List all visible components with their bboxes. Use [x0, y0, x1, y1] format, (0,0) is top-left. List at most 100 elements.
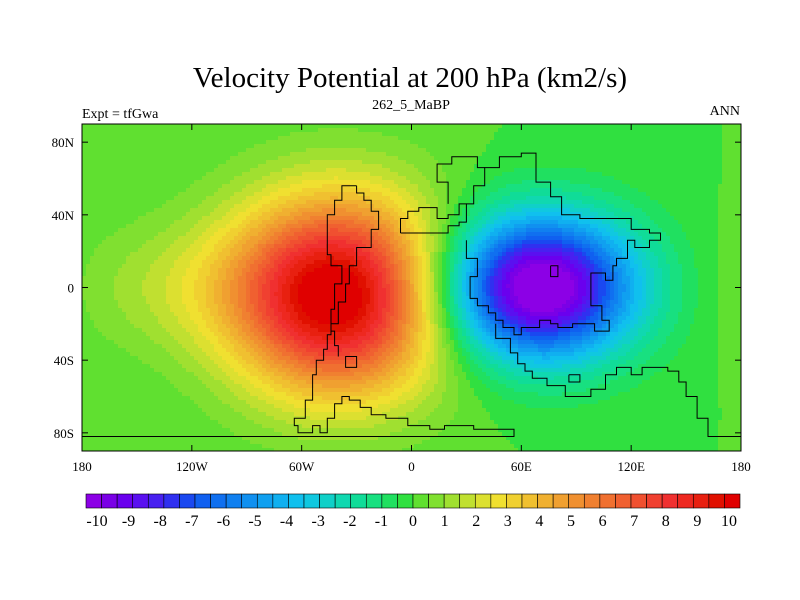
field-cell — [666, 196, 671, 201]
field-cell — [234, 236, 239, 241]
field-cell — [174, 156, 179, 161]
field-cell — [162, 172, 167, 177]
field-cell — [622, 164, 627, 169]
field-cell — [218, 136, 223, 141]
field-cell — [230, 240, 235, 245]
field-cell — [658, 228, 663, 233]
field-cell — [290, 192, 295, 197]
field-cell — [566, 136, 571, 141]
field-cell — [86, 152, 91, 157]
field-cell — [678, 228, 683, 233]
field-cell — [362, 140, 367, 145]
field-cell — [158, 212, 163, 217]
field-cell — [318, 136, 323, 141]
field-cell — [738, 208, 741, 213]
field-cell — [534, 228, 539, 233]
field-cell — [462, 228, 467, 233]
field-cell — [246, 212, 251, 217]
field-cell — [630, 164, 635, 169]
field-cell — [610, 204, 615, 209]
field-cell — [622, 212, 627, 217]
field-cell — [122, 212, 127, 217]
field-cell — [354, 128, 359, 133]
field-cell — [306, 168, 311, 173]
field-cell — [318, 128, 323, 133]
field-cell — [698, 228, 703, 233]
field-cell — [274, 152, 279, 157]
field-cell — [718, 200, 723, 205]
field-cell — [618, 200, 623, 205]
field-cell — [98, 152, 103, 157]
field-cell — [518, 180, 523, 185]
field-cell — [626, 224, 631, 229]
field-cell — [330, 200, 335, 205]
field-cell — [358, 216, 363, 221]
field-cell — [406, 156, 411, 161]
field-cell — [458, 196, 463, 201]
field-cell — [210, 164, 215, 169]
field-cell — [298, 136, 303, 141]
field-cell — [186, 184, 191, 189]
field-cell — [458, 148, 463, 153]
field-cell — [106, 128, 111, 133]
field-cell — [286, 200, 291, 205]
field-cell — [322, 164, 327, 169]
field-cell — [478, 140, 483, 145]
field-cell — [550, 168, 555, 173]
field-cell — [178, 148, 183, 153]
field-cell — [446, 128, 451, 133]
field-cell — [114, 152, 119, 157]
field-cell — [150, 228, 155, 233]
field-cell — [482, 200, 487, 205]
field-cell — [374, 140, 379, 145]
field-cell — [342, 172, 347, 177]
field-cell — [458, 228, 463, 233]
field-cell — [646, 136, 651, 141]
field-cell — [334, 128, 339, 133]
field-cell — [334, 168, 339, 173]
field-cell — [398, 196, 403, 201]
field-cell — [706, 128, 711, 133]
field-cell — [166, 240, 171, 245]
field-cell — [274, 188, 279, 193]
field-cell — [294, 224, 299, 229]
field-cell — [382, 204, 387, 209]
field-cell — [686, 208, 691, 213]
field-cell — [654, 152, 659, 157]
field-cell — [134, 228, 139, 233]
field-cell — [710, 228, 715, 233]
field-cell — [190, 148, 195, 153]
field-cell — [178, 228, 183, 233]
field-cell — [522, 180, 527, 185]
field-cell — [510, 188, 515, 193]
field-cell — [666, 140, 671, 145]
field-cell — [230, 184, 235, 189]
field-cell — [682, 208, 687, 213]
field-cell — [534, 236, 539, 241]
field-cell — [294, 148, 299, 153]
field-cell — [610, 200, 615, 205]
field-cell — [158, 200, 163, 205]
field-cell — [294, 200, 299, 205]
field-cell — [722, 212, 727, 217]
field-cell — [334, 212, 339, 217]
field-cell — [154, 204, 159, 209]
field-cell — [630, 152, 635, 157]
field-cell — [570, 160, 575, 165]
field-cell — [450, 144, 455, 149]
field-cell — [422, 204, 427, 209]
field-cell — [586, 208, 591, 213]
field-cell — [274, 196, 279, 201]
field-cell — [494, 188, 499, 193]
field-cell — [386, 200, 391, 205]
field-cell — [570, 144, 575, 149]
field-cell — [218, 140, 223, 145]
field-cell — [502, 128, 507, 133]
field-cell — [334, 240, 339, 245]
field-cell — [574, 172, 579, 177]
field-cell — [458, 216, 463, 221]
field-cell — [246, 216, 251, 221]
field-cell — [106, 152, 111, 157]
field-cell — [118, 244, 123, 249]
field-cell — [566, 184, 571, 189]
